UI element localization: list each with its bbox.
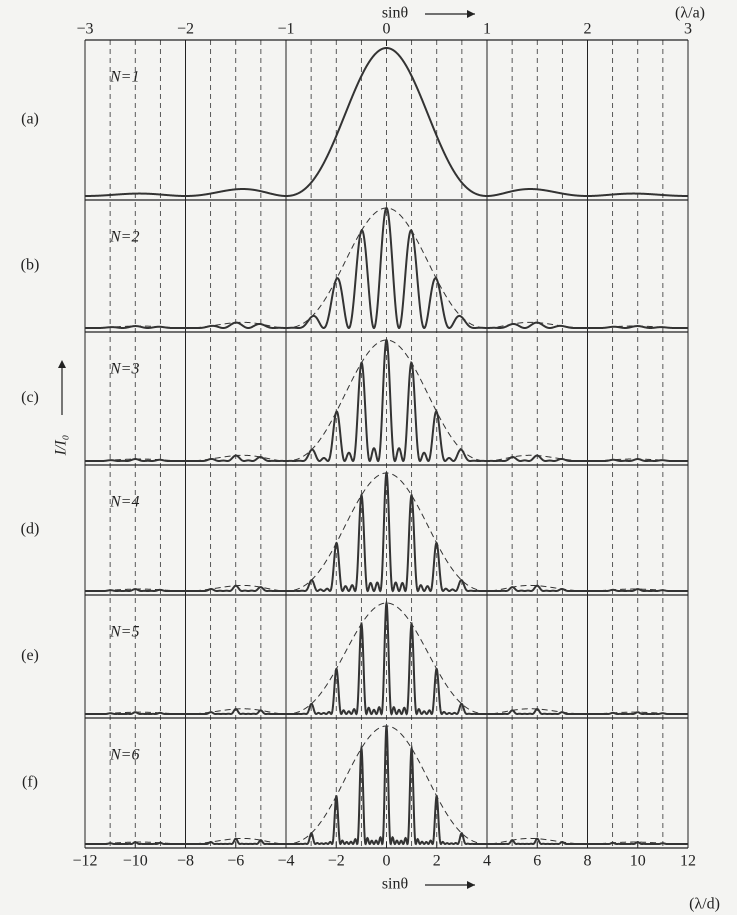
top-tick-label: 0	[383, 21, 391, 38]
bottom-tick-label: 0	[383, 853, 391, 870]
bottom-tick-label: 12	[680, 853, 696, 870]
bottom-tick-label: 4	[483, 853, 491, 870]
panel-annotation: N=4	[109, 494, 139, 511]
intensity-curve	[85, 338, 688, 463]
panel-label: (e)	[21, 647, 39, 664]
bottom-tick-label: 6	[533, 853, 541, 870]
top-tick-label: −2	[177, 21, 194, 38]
top-tick-label: 3	[684, 21, 692, 38]
y-axis-label: I/I₀	[53, 435, 70, 457]
bottom-tick-label: 2	[433, 853, 441, 870]
bottom-tick-label: −8	[177, 853, 194, 870]
arrow-head	[467, 881, 475, 889]
bottom-tick-label: −12	[72, 853, 97, 870]
intensity-curve	[85, 599, 688, 716]
bottom-tick-label: −10	[123, 853, 148, 870]
top-tick-label: −1	[277, 21, 294, 38]
top-tick-label: 1	[483, 21, 491, 38]
panel-label: (a)	[21, 111, 39, 128]
top-axis-label: sinθ	[382, 5, 408, 22]
panel-label: (c)	[21, 389, 39, 406]
top-tick-label: 2	[584, 21, 592, 38]
panel-annotation: N=6	[109, 747, 139, 764]
intensity-curve	[85, 725, 688, 846]
bottom-tick-label: −4	[277, 853, 294, 870]
panel-annotation: N=5	[109, 624, 139, 641]
panel-label: (d)	[21, 521, 40, 538]
intensity-curve	[85, 206, 688, 330]
panel-label: (b)	[21, 257, 40, 274]
panel-annotation: N=2	[109, 229, 139, 246]
panel-annotation: N=1	[109, 69, 139, 86]
bottom-tick-label: −2	[328, 853, 345, 870]
intensity-curve	[85, 47, 688, 197]
intensity-curve	[85, 470, 688, 593]
bottom-axis-label: sinθ	[382, 876, 408, 893]
bottom-tick-label: −6	[227, 853, 244, 870]
arrow-head	[467, 10, 475, 18]
panel-label: (f)	[22, 774, 38, 791]
bottom-axis-unit: (λ/d)	[689, 896, 720, 913]
panel-annotation: N=3	[109, 361, 139, 378]
bottom-tick-label: 8	[584, 853, 592, 870]
arrow-head	[58, 360, 66, 368]
bottom-tick-label: 10	[630, 853, 646, 870]
top-tick-label: −3	[76, 21, 93, 38]
top-axis-unit: (λ/a)	[675, 5, 705, 22]
